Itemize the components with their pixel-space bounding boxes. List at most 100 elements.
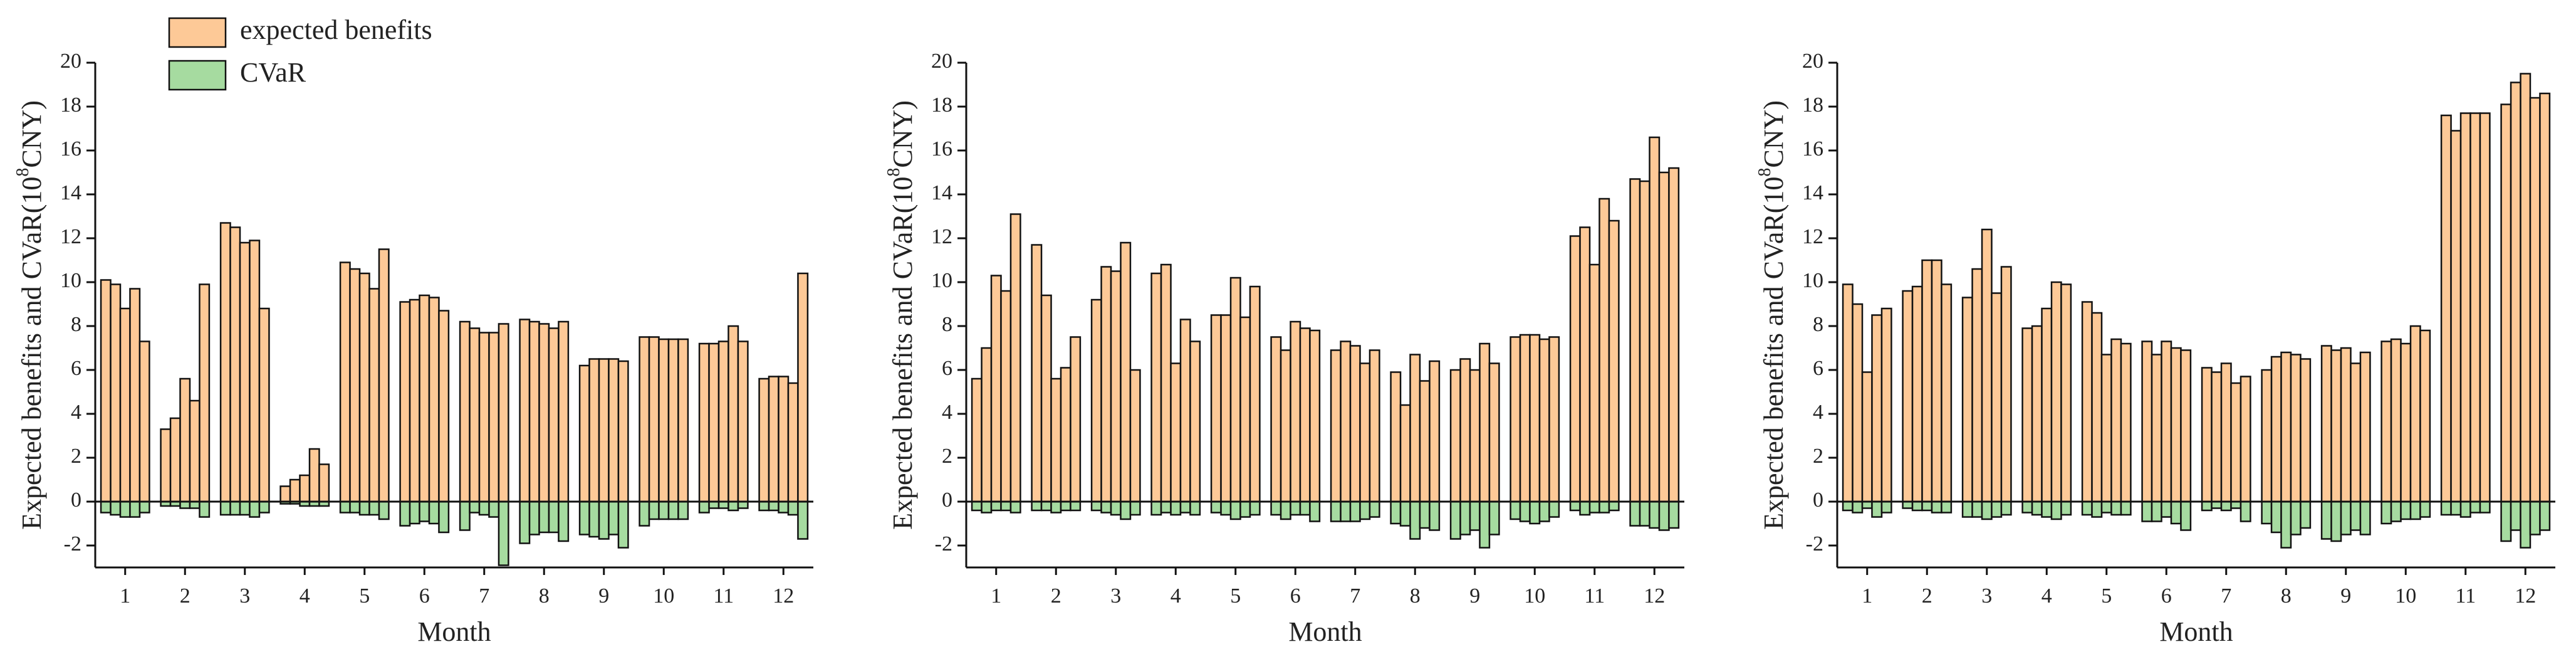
bar [1971, 268, 1983, 503]
bar [658, 500, 670, 520]
bar [727, 500, 739, 512]
bar [2300, 500, 2312, 529]
y-tick-label: 14 [1802, 181, 1823, 204]
y-label-text: Expected benefits and CVaR(10 [1758, 177, 1789, 530]
bar [219, 222, 231, 503]
bar [1548, 500, 1560, 518]
bar [598, 500, 610, 540]
bar [1160, 263, 1172, 503]
bar [2270, 356, 2282, 503]
bar [608, 500, 620, 535]
bar [1359, 500, 1371, 520]
bar [1459, 358, 1471, 503]
bar [2380, 340, 2392, 503]
bar [1519, 334, 1531, 503]
y-tick-label: 0 [71, 488, 81, 512]
bar [639, 500, 650, 527]
legend-label: expected benefits [240, 14, 432, 45]
bar [1429, 360, 1441, 503]
y-tick-label: 2 [71, 445, 81, 468]
bar [2180, 500, 2192, 531]
bar [2340, 347, 2352, 503]
bar [558, 320, 570, 503]
bar [459, 320, 471, 503]
bar [2110, 500, 2122, 516]
bar [419, 294, 430, 503]
x-tick-label: 4 [300, 584, 310, 608]
y-tick-label: 10 [1802, 269, 1823, 292]
x-tick-label: 7 [1350, 584, 1360, 608]
bar [1871, 500, 1883, 518]
bar [2510, 500, 2521, 531]
x-tick-label: 12 [1644, 584, 1665, 608]
bar [2050, 500, 2062, 520]
bar [1931, 259, 1942, 503]
bar [1249, 285, 1261, 503]
bar [2450, 130, 2462, 503]
bar [717, 500, 729, 509]
bar [2230, 500, 2242, 509]
bar [1070, 500, 1082, 512]
y-tick-label: 6 [942, 357, 952, 380]
bar [1179, 500, 1191, 514]
bar [249, 240, 261, 503]
bar [1961, 297, 1973, 503]
bar [1842, 500, 1854, 512]
x-tick-label: 5 [2101, 584, 2112, 608]
bar [2120, 342, 2132, 503]
bar [708, 342, 720, 503]
bar [2091, 500, 2103, 518]
bar [2350, 362, 2362, 503]
bar [438, 310, 450, 503]
bar [1921, 500, 1933, 512]
bar [100, 279, 112, 503]
bar [1902, 290, 1914, 503]
y-label-unit: CNY) [1758, 100, 1789, 168]
y-tick-label: 14 [931, 181, 952, 204]
x-tick-label: 2 [1051, 584, 1061, 608]
y-tick-label: 16 [931, 137, 952, 161]
y-tick-label: 12 [1802, 225, 1823, 248]
bar [2280, 351, 2292, 503]
bar [478, 500, 490, 516]
bar [488, 332, 500, 503]
bar [1588, 263, 1600, 503]
bar [459, 500, 471, 531]
bar [1469, 500, 1481, 531]
bar [2151, 354, 2162, 503]
y-label-exponent: 8 [1755, 168, 1775, 177]
bar [1941, 283, 1953, 503]
bar [2091, 312, 2103, 503]
x-tick-label: 6 [419, 584, 430, 608]
bar [1569, 500, 1581, 512]
x-tick-label: 7 [2221, 584, 2231, 608]
bar [199, 500, 211, 518]
bar [1639, 180, 1650, 503]
x-tick-label: 8 [1410, 584, 1421, 608]
bar [2151, 500, 2162, 522]
bar [1100, 266, 1112, 503]
bar [737, 340, 749, 503]
bar [1911, 500, 1923, 512]
bar [1880, 307, 1892, 503]
bar [1340, 340, 1352, 503]
bar [399, 301, 411, 503]
bar [717, 340, 729, 503]
x-axis-label: Month [417, 616, 491, 647]
y-tick-label: -2 [935, 532, 952, 556]
bar [100, 500, 112, 514]
x-tick-label: 10 [1524, 584, 1545, 608]
bar [1050, 500, 1062, 514]
bar [548, 500, 560, 534]
bar [2529, 97, 2541, 503]
bar [677, 338, 689, 503]
bar [2240, 376, 2251, 503]
bar [169, 417, 181, 503]
bar [1189, 340, 1201, 503]
bar [1852, 500, 1864, 514]
y-tick-label: 8 [71, 313, 81, 336]
bar [339, 500, 351, 514]
bar [1538, 500, 1550, 522]
legend-swatch [168, 60, 227, 91]
